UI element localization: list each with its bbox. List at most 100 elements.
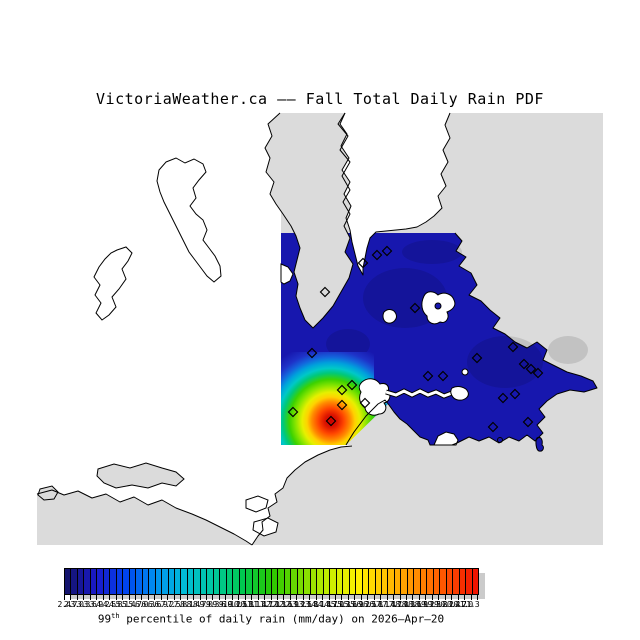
colorbar-cell <box>97 569 104 594</box>
colorbar-tick <box>283 594 285 600</box>
colorbar-tick <box>335 594 337 600</box>
island-outline-a <box>156 157 222 283</box>
colorbar-tick <box>199 594 201 600</box>
station-marker-diamond <box>518 358 530 370</box>
island-outline-b <box>93 246 133 321</box>
colorbar-tick <box>122 594 124 600</box>
colorbar-cell <box>65 569 72 594</box>
colorbar-tick <box>296 594 298 600</box>
colorbar-tick <box>109 594 111 600</box>
colorbar-cell <box>239 569 247 594</box>
colorbar-cell <box>310 569 318 594</box>
colorbar-tick-label: 8.7 <box>193 600 206 609</box>
colorbar-cell <box>453 569 460 594</box>
colorbar-cell <box>181 569 188 594</box>
colorbar-tick-label: 3.0 <box>70 600 84 609</box>
colorbar-tick-label: 6.9 <box>154 600 168 609</box>
colorbar-tick <box>276 594 278 600</box>
station-marker-diamond <box>487 421 499 433</box>
southwest-land <box>37 490 252 545</box>
station-marker-diamond <box>346 379 358 391</box>
colorbar-tick <box>418 594 420 600</box>
colorbar-cell <box>323 569 331 594</box>
colorbar-cell <box>388 569 395 594</box>
colorbar-cell <box>349 569 357 594</box>
colorbar-tick <box>238 594 240 600</box>
colorbar-tick <box>96 594 98 600</box>
colorbar-tick-label: 9.9 <box>218 600 232 609</box>
colorbar-tick <box>451 594 453 600</box>
colorbar-tick-label: 7.8 <box>173 600 187 609</box>
colorbar-cell <box>207 569 214 594</box>
colorbar-tick <box>380 594 382 600</box>
colorbar-tick <box>360 594 362 600</box>
colorbar-tick-label: 17.7 <box>384 600 402 609</box>
colorbar-tick-label: 18.9 <box>410 600 428 609</box>
station-marker-diamond <box>522 416 534 428</box>
colorbar-tick <box>128 594 130 600</box>
colorbar-tick-label: 14.7 <box>319 600 338 609</box>
colorbar-tick-labels: 2.4 2.7 3.0 3.3 3.6 3.9 4.2 4.5 4.8 5.1 5.4 5.7 6.0 6… <box>58 600 484 610</box>
colorbar-tick <box>134 594 136 600</box>
colorbar-tick <box>438 594 440 600</box>
colorbar-tick <box>373 594 375 600</box>
colorbar-tick <box>341 594 343 600</box>
colorbar-cell <box>362 569 370 594</box>
colorbar-tick-label: 15.6 <box>339 600 357 609</box>
colorbar-tick <box>147 594 149 600</box>
colorbar-tick-label: 5.1 <box>115 600 129 609</box>
colorbar-cell <box>200 569 208 594</box>
colorbar-cell <box>420 569 428 594</box>
colorbar-cell <box>407 569 415 594</box>
colorbar-tick-label: 16.8 <box>365 600 383 609</box>
colorbar-tick <box>309 594 311 600</box>
colorbar-tick <box>399 594 401 600</box>
colorbar-tick <box>205 594 207 600</box>
colorbar-tick <box>218 594 220 600</box>
colorbar-tick-label: 12.0 <box>261 600 280 609</box>
colorbar-tick-label: 17.4 <box>378 600 396 609</box>
colorbar-cell <box>90 569 98 594</box>
colorbar-tick-label: 9.3 <box>205 600 219 609</box>
colorbar-tick <box>89 594 91 600</box>
station-marker-diamond <box>509 388 521 400</box>
colorbar-cell <box>291 569 298 594</box>
cove-water <box>280 263 294 285</box>
colorbar-cell <box>466 569 473 594</box>
colorbar-cell <box>187 569 195 594</box>
station-marker-diamond <box>525 363 537 375</box>
colorbar-tick-label: 8.1 <box>180 600 194 609</box>
colorbar-tick-label: 13.5 <box>294 600 312 609</box>
bay-pocket-water <box>450 386 469 401</box>
colorbar-tick-label: 20.4 <box>442 600 461 609</box>
colorbar-cell <box>394 569 402 594</box>
station-marker-diamond <box>471 352 483 364</box>
colorbar-tick <box>412 594 414 600</box>
colorbar-tick <box>83 594 85 600</box>
colorbar-tick-label: 5.4 <box>122 600 136 609</box>
station-marker-diamond <box>437 370 449 382</box>
offshore-islet <box>535 437 544 452</box>
colorbar-tick-label: 19.5 <box>423 600 441 609</box>
colorbar-cell <box>252 569 260 594</box>
colorbar-tick <box>193 594 195 600</box>
colorbar-cell <box>265 569 272 594</box>
caption-sup: th <box>111 612 120 620</box>
contour-patch <box>402 240 462 264</box>
colorbar-tick-label: 9.6 <box>212 600 226 609</box>
southwest-islet-gray <box>37 485 59 501</box>
colorbar-tick <box>470 594 472 600</box>
inlet-water <box>340 113 450 275</box>
contour-patch <box>467 336 543 388</box>
colorbar-tick-label: 12.6 <box>274 600 293 609</box>
colorbar-tick <box>102 594 104 600</box>
colorbar-tick-label: 10.2 <box>223 600 241 609</box>
station-marker-diamond <box>287 406 299 418</box>
colorbar-tick-label: 10.5 <box>229 600 248 609</box>
colorbar-cell <box>381 569 389 594</box>
colorbar-tick-label: 15.3 <box>332 600 351 609</box>
colorbar-tick-label: 19.8 <box>429 600 448 609</box>
coastline-strokes <box>36 112 598 546</box>
station-marker-diamond <box>371 249 383 261</box>
colorbar-cell <box>414 569 421 594</box>
